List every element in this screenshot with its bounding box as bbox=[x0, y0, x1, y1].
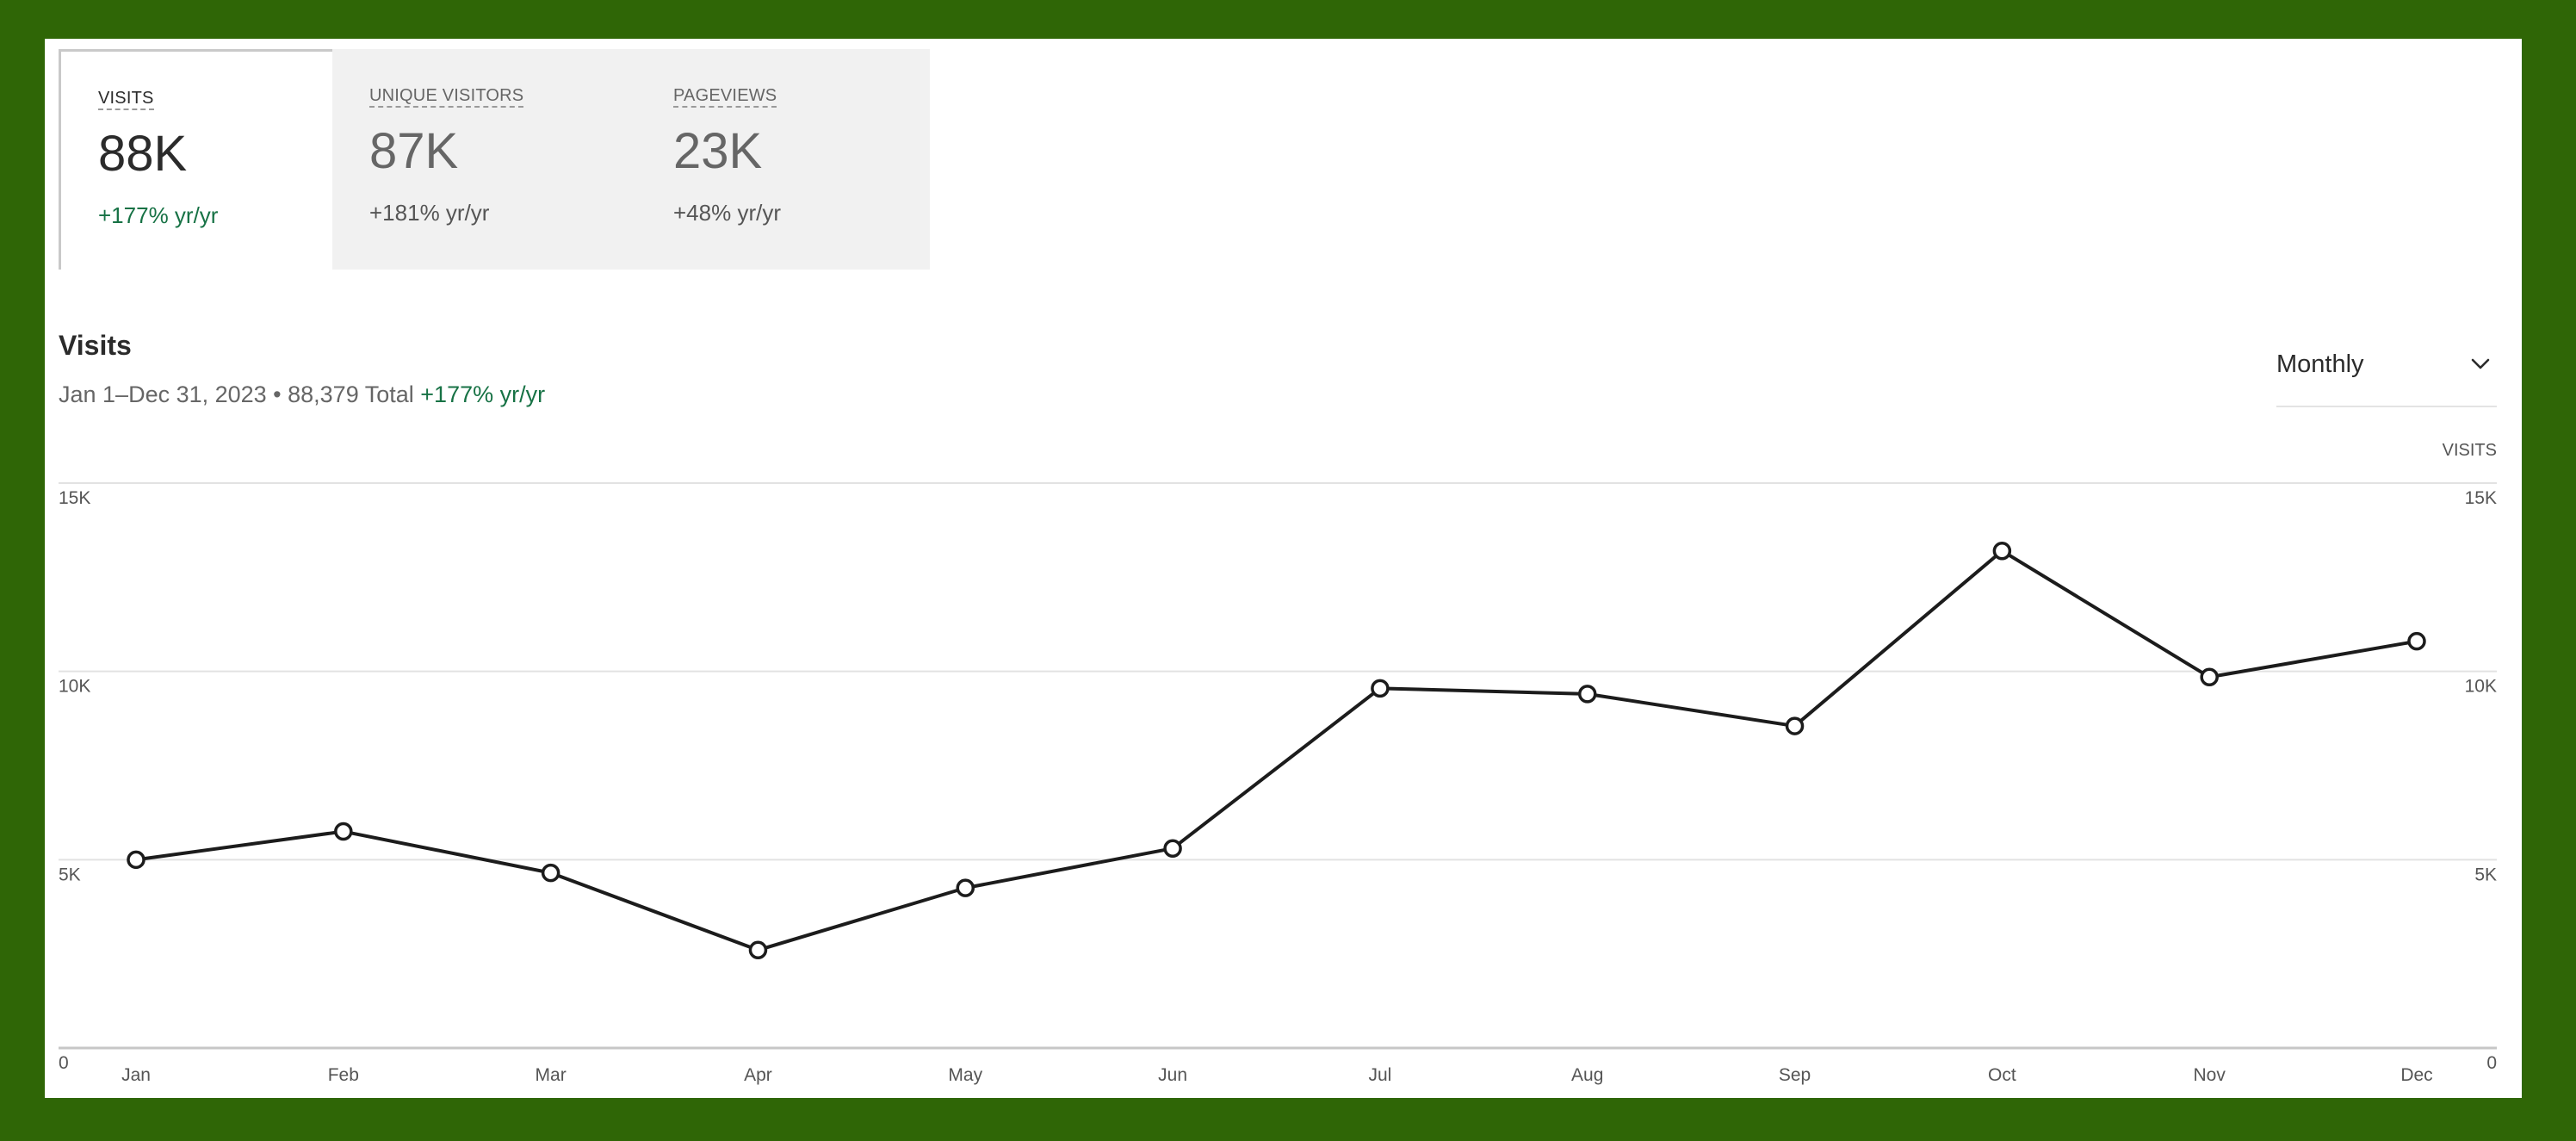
metric-value: 87K bbox=[369, 123, 459, 179]
y-tick-label-left: 10K bbox=[59, 677, 90, 697]
y-tick-label-right: 15K bbox=[2465, 488, 2497, 508]
x-tick-label: Sep bbox=[1779, 1065, 1811, 1085]
data-point-oct[interactable] bbox=[1992, 541, 2012, 561]
chart-frame: VISITS 88K +177% yr/yr UNIQUE VISITORS 8… bbox=[45, 39, 2522, 1098]
metric-value: 88K bbox=[98, 126, 188, 182]
date-range-total: Jan 1–Dec 31, 2023 • 88,379 Total bbox=[59, 381, 414, 407]
metric-change: +48% yr/yr bbox=[673, 200, 781, 226]
x-tick-label: May bbox=[948, 1065, 982, 1085]
metric-label: PAGEVIEWS bbox=[673, 86, 777, 108]
line-chart: 0 0 5K 5K 10K 10K 15K 15K Jan Feb Mar Apr May Jun Jul A… bbox=[59, 482, 2497, 1085]
y-tick-label-right: 10K bbox=[2465, 677, 2497, 697]
chevron-down-icon bbox=[2471, 358, 2490, 369]
x-tick-label: Mar bbox=[536, 1065, 567, 1085]
metric-value: 23K bbox=[673, 123, 763, 179]
x-tick-label: Jan bbox=[121, 1065, 151, 1085]
data-point-feb[interactable] bbox=[334, 822, 353, 841]
series-line bbox=[135, 549, 2418, 952]
y-tick-label-left: 15K bbox=[59, 488, 90, 508]
data-point-jun[interactable] bbox=[1163, 839, 1182, 858]
x-tick-label: Apr bbox=[744, 1065, 772, 1085]
chart-subtitle: Jan 1–Dec 31, 2023 • 88,379 Total +177% … bbox=[59, 381, 545, 408]
y-tick-label-left: 5K bbox=[59, 865, 81, 884]
y-tick-label-right: 0 bbox=[2486, 1053, 2497, 1073]
x-tick-label: Aug bbox=[1571, 1065, 1603, 1085]
metric-card-visits[interactable]: VISITS 88K +177% yr/yr bbox=[59, 49, 332, 270]
metric-card-strip: VISITS 88K +177% yr/yr UNIQUE VISITORS 8… bbox=[59, 49, 930, 270]
y-tick-label-left: 0 bbox=[59, 1053, 69, 1073]
x-tick-label: Nov bbox=[2194, 1065, 2226, 1085]
x-tick-label: Jun bbox=[1158, 1065, 1187, 1085]
x-tick-label: Jul bbox=[1368, 1065, 1391, 1085]
data-point-nov[interactable] bbox=[2200, 667, 2219, 686]
x-tick-label: Dec bbox=[2400, 1065, 2432, 1085]
grid-layer bbox=[59, 482, 2497, 1050]
data-point-aug[interactable] bbox=[1577, 685, 1597, 704]
metric-label: UNIQUE VISITORS bbox=[369, 86, 524, 108]
data-point-may[interactable] bbox=[956, 878, 975, 897]
data-point-jul[interactable] bbox=[1371, 679, 1390, 698]
series-layer bbox=[135, 549, 2418, 952]
x-tick-label: Oct bbox=[1988, 1065, 2016, 1085]
metric-card-unique-visitors[interactable]: UNIQUE VISITORS 87K +181% yr/yr bbox=[332, 49, 636, 270]
chart-title: Visits bbox=[59, 330, 132, 361]
data-point-apr[interactable] bbox=[748, 940, 768, 960]
data-point-dec[interactable] bbox=[2407, 631, 2426, 651]
tick-layer: 0 0 5K 5K 10K 10K 15K 15K Jan Feb Mar Apr May Jun Jul A… bbox=[59, 488, 2497, 1085]
period-select-value: Monthly bbox=[2276, 350, 2364, 378]
period-select[interactable]: Monthly bbox=[2276, 347, 2497, 407]
chart-change: +177% yr/yr bbox=[420, 381, 546, 407]
y-tick-label-right: 5K bbox=[2474, 865, 2497, 884]
data-point-sep[interactable] bbox=[1785, 716, 1805, 735]
x-tick-label: Feb bbox=[328, 1065, 359, 1085]
data-point-mar[interactable] bbox=[541, 863, 560, 883]
data-point-jan[interactable] bbox=[127, 850, 146, 870]
metric-card-pageviews[interactable]: PAGEVIEWS 23K +48% yr/yr bbox=[636, 49, 930, 270]
metric-change: +177% yr/yr bbox=[98, 202, 219, 228]
metric-label: VISITS bbox=[98, 89, 154, 110]
y-axis-label: VISITS bbox=[2442, 441, 2497, 460]
metric-change: +181% yr/yr bbox=[369, 200, 490, 226]
point-layer bbox=[127, 541, 2426, 960]
